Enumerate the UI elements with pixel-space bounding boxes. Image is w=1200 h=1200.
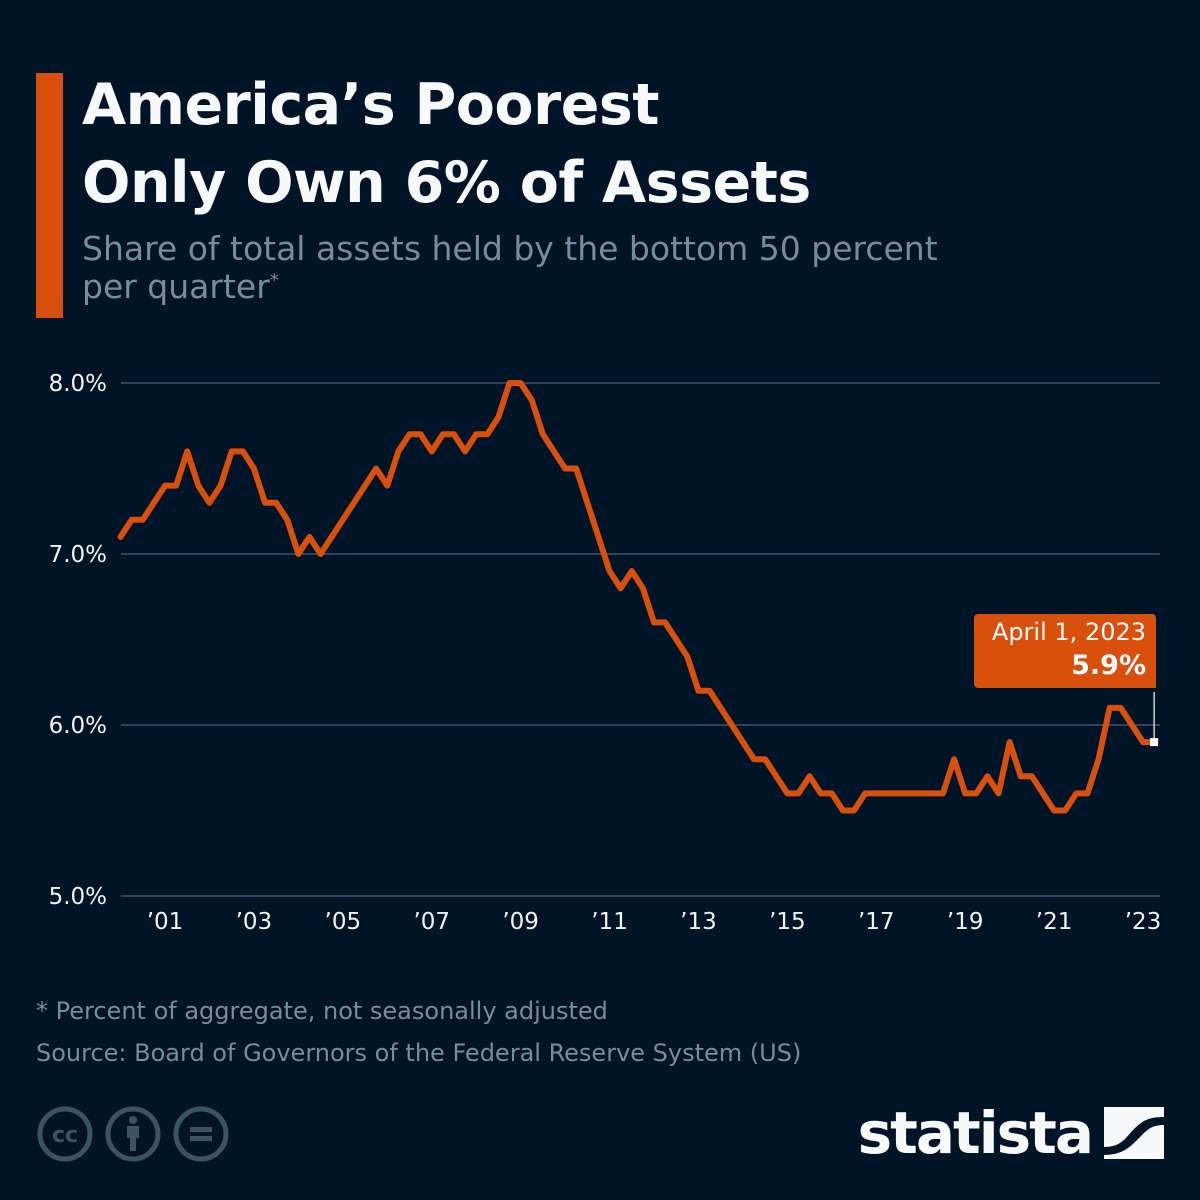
source-text: Source: Board of Governors of the Federa… [36,1039,802,1067]
creative-commons-icon[interactable]: cc [36,1105,94,1163]
y-tick-label: 5.0% [49,884,107,910]
brand-wordmark: statista [857,1099,1094,1167]
statista-logo[interactable]: statista [858,1098,1164,1168]
chart-subtitle: Share of total assets held by the bottom… [82,230,1082,306]
statista-mark-icon [1104,1107,1164,1159]
y-tick-label: 7.0% [49,542,107,568]
y-tick-label: 6.0% [49,713,107,739]
x-tick-label: ’01 [147,909,184,935]
svg-text:cc: cc [52,1123,78,1148]
line-chart: 5.0% 6.0% 7.0% 8.0% ’01 ’03 ’05 ’07 ’09 ’11 ’13 ’1… [49,371,1162,935]
subtitle-line-2: per quarter* [82,268,1082,306]
x-tick-label: ’03 [236,909,273,935]
latest-point-marker [1150,738,1159,747]
x-tick-label: ’15 [769,909,806,935]
callout-date: April 1, 2023 [991,618,1146,646]
title-line-1: America’s Poorest [82,72,660,138]
footnote-marker: * [269,270,279,291]
x-tick-label: ’17 [858,909,895,935]
x-tick-label: ’07 [413,909,450,935]
x-tick-label: ’23 [1125,909,1162,935]
no-derivatives-icon[interactable] [172,1105,230,1163]
callout-value: 5.9% [1071,650,1146,681]
subtitle-line-1: Share of total assets held by the bottom… [82,229,938,268]
series-line [117,380,1158,814]
chart-title: America’s Poorest Only Own 6% of Assets [82,66,811,222]
x-tick-label: ’13 [680,909,717,935]
footnotes: * Percent of aggregate, not seasonally a… [36,990,801,1074]
gridlines [121,382,1160,897]
annotation-group [1150,692,1159,747]
footnote-note: * Percent of aggregate, not seasonally a… [36,997,608,1025]
y-axis: 5.0% 6.0% 7.0% 8.0% [49,371,107,910]
title-line-2: Only Own 6% of Assets [82,150,811,216]
subtitle-line-2-text: per quarter [82,267,270,306]
license-icons: cc [36,1105,230,1163]
x-tick-label: ’21 [1036,909,1073,935]
accent-bar [36,73,63,318]
latest-value-callout: April 1, 2023 5.9% [974,614,1156,688]
x-tick-label: ’05 [325,909,362,935]
x-tick-label: ’11 [591,909,628,935]
x-axis: ’01 ’03 ’05 ’07 ’09 ’11 ’13 ’15 ’17 ’19 ’21 ’23 [147,909,1162,935]
x-tick-label: ’19 [947,909,984,935]
series-group [117,380,1158,814]
x-tick-label: ’09 [502,909,539,935]
attribution-icon[interactable] [104,1105,162,1163]
y-tick-label: 8.0% [49,371,107,397]
